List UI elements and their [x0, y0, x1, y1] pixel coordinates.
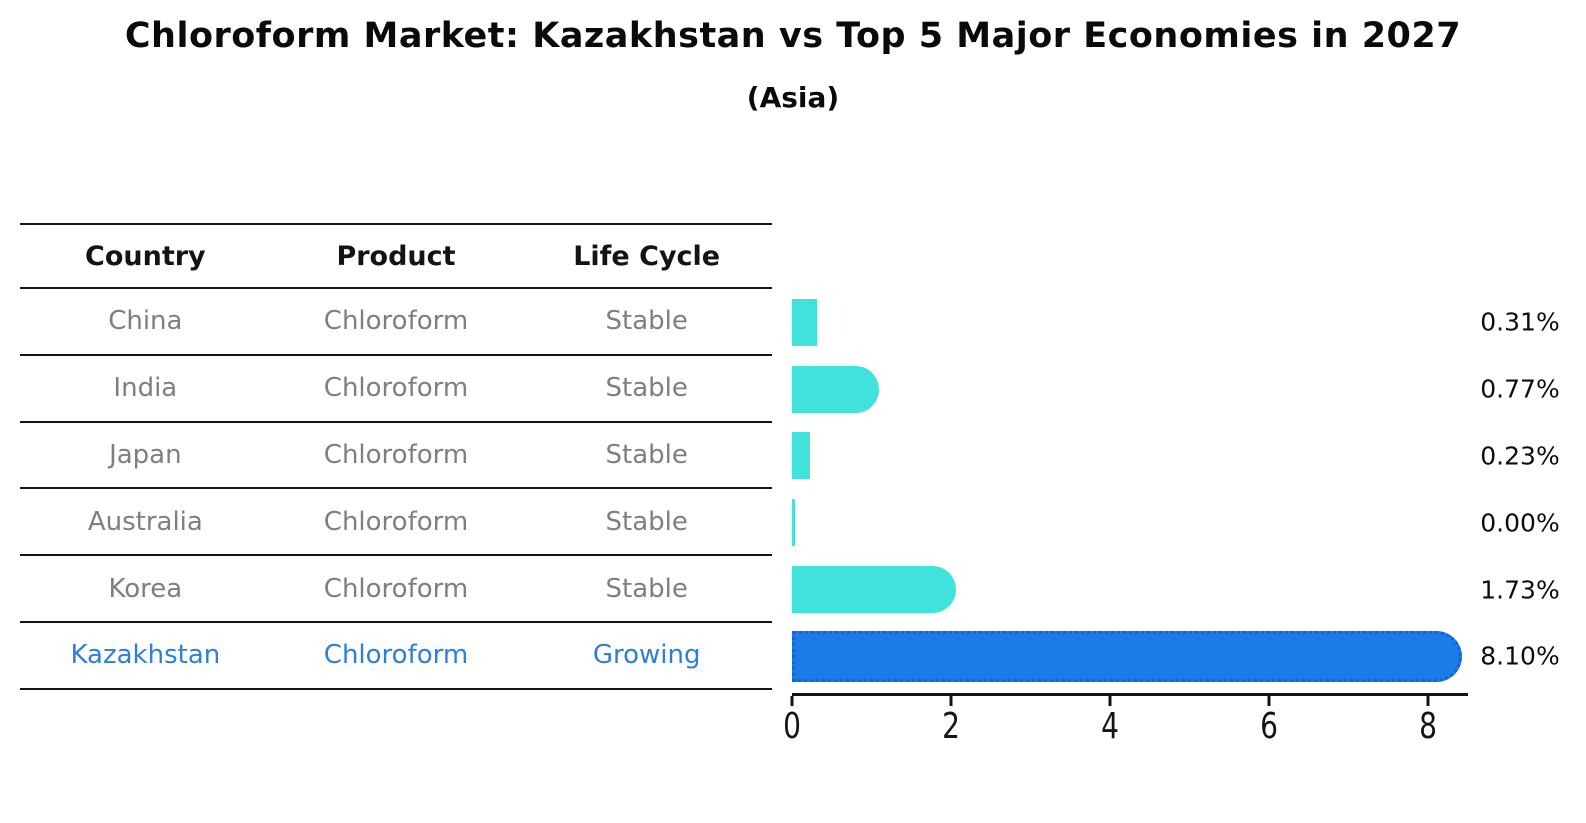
cell-product: Chloroform: [323, 306, 469, 337]
value-label: 0.31%: [1480, 307, 1560, 337]
cell-life-cycle: Stable: [605, 573, 688, 604]
bar-china: [792, 298, 817, 346]
cell-country: India: [113, 373, 178, 404]
bar-plot: 0.31% 0.77% 0.23% 0.00% 1.73% 8.10%: [792, 289, 1562, 690]
cell-life-cycle: Stable: [605, 306, 688, 337]
bar-row: 0.31%: [792, 289, 1562, 356]
cell-country: Japan: [109, 439, 182, 470]
cell-product: Chloroform: [323, 506, 469, 537]
table-row-kazakhstan: Kazakhstan Chloroform Growing: [20, 623, 772, 690]
value-label: 0.23%: [1480, 441, 1560, 471]
bar-row: 0.00%: [792, 489, 1562, 556]
x-axis: 0 2 4 6 8: [783, 693, 1482, 763]
cell-product: Chloroform: [323, 373, 469, 404]
tick-label: 8: [1419, 706, 1437, 747]
bar-kazakhstan: [792, 630, 1462, 682]
table-row-australia: Australia Chloroform Stable: [20, 489, 772, 557]
header-cell-country: Country: [85, 240, 206, 272]
tick-mark: [1267, 696, 1271, 706]
cell-life-cycle: Stable: [605, 439, 688, 470]
chart-title: Chloroform Market: Kazakhstan vs Top 5 M…: [124, 16, 1462, 56]
cell-country: Korea: [108, 573, 183, 604]
tick-mark: [1108, 696, 1112, 706]
cell-product: Chloroform: [323, 640, 469, 671]
tick-label: 0: [783, 706, 801, 747]
cell-product: Chloroform: [323, 573, 469, 604]
tick-label: 2: [942, 706, 960, 747]
bar-australia: [792, 499, 795, 547]
cell-life-cycle: Growing: [592, 640, 701, 671]
bar-india: [792, 365, 880, 413]
value-label: 1.73%: [1480, 575, 1560, 605]
table-header-row: Country Product Life Cycle: [20, 223, 772, 289]
table-row-korea: Korea Chloroform Stable: [20, 556, 772, 623]
bar-row: 1.73%: [792, 556, 1562, 623]
bar-row: 8.10%: [792, 623, 1562, 690]
country-table: Country Product Life Cycle China Chlorof…: [20, 223, 772, 690]
cell-country: Australia: [87, 506, 203, 537]
value-label: 0.77%: [1480, 374, 1560, 404]
tick-label: 6: [1260, 706, 1278, 747]
value-label: 8.10%: [1480, 641, 1560, 671]
cell-country: China: [108, 306, 183, 337]
cell-product: Chloroform: [323, 439, 469, 470]
tick-label: 4: [1101, 706, 1119, 747]
bar-korea: [792, 566, 956, 614]
cell-country: Kazakhstan: [70, 640, 221, 671]
tick-mark: [1426, 696, 1430, 706]
chart-subtitle: (Asia): [746, 81, 840, 114]
header-cell-product: Product: [336, 240, 456, 272]
header-cell-life-cycle: Life Cycle: [573, 240, 721, 272]
table-row-japan: Japan Chloroform Stable: [20, 423, 772, 490]
cell-life-cycle: Stable: [605, 506, 688, 537]
table-row-china: China Chloroform Stable: [20, 289, 772, 356]
cell-life-cycle: Stable: [605, 373, 688, 404]
bar-japan: [792, 432, 811, 480]
bar-row: 0.77%: [792, 356, 1562, 423]
bar-row: 0.23%: [792, 423, 1562, 490]
tick-mark: [790, 696, 794, 706]
table-row-india: India Chloroform Stable: [20, 356, 772, 423]
tick-mark: [949, 696, 953, 706]
axis-line: [792, 693, 1468, 696]
value-label: 0.00%: [1480, 508, 1560, 538]
